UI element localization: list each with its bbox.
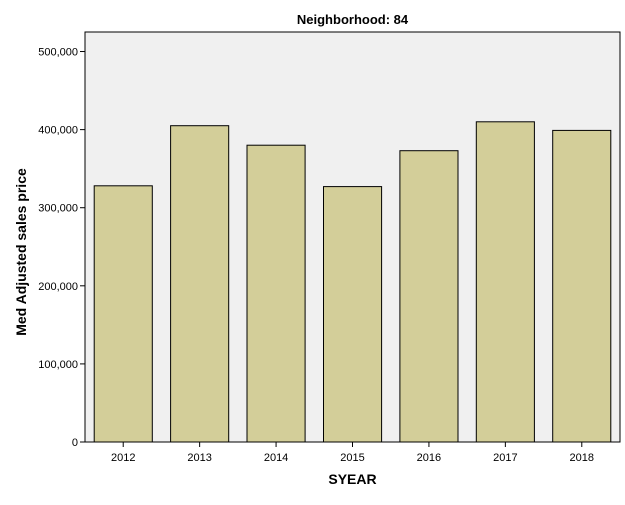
- chart-title: Neighborhood: 84: [297, 12, 409, 27]
- x-axis: 2012 2013 2014 2015 2016 2017 2018: [111, 442, 594, 464]
- y-tick-label: 100,000: [38, 359, 78, 371]
- y-tick-label: 300,000: [38, 203, 78, 215]
- y-axis: 0 100,000 200,000 300,000 400,000 500,000: [38, 47, 85, 449]
- bar-2017: [475, 121, 535, 443]
- x-tick-label: 2013: [187, 452, 211, 464]
- y-tick-label: 500,000: [38, 47, 78, 59]
- x-axis-title: SYEAR: [328, 471, 376, 487]
- x-tick-label: 2015: [340, 452, 364, 464]
- y-tick-label: 0: [72, 437, 78, 449]
- bar-2014: [246, 144, 306, 443]
- y-tick-label: 200,000: [38, 281, 78, 293]
- y-tick-label: 400,000: [38, 125, 78, 137]
- bar-2012: [93, 185, 153, 443]
- bars-layer: [93, 121, 612, 443]
- bar-2016: [399, 150, 459, 443]
- y-axis-title: Med Adjusted sales price: [13, 168, 29, 336]
- bar-2018: [552, 129, 612, 443]
- x-tick-label: 2016: [417, 452, 441, 464]
- x-tick-label: 2014: [264, 452, 288, 464]
- bar-2013: [170, 125, 230, 443]
- x-tick-label: 2017: [493, 452, 517, 464]
- x-tick-label: 2012: [111, 452, 135, 464]
- x-tick-label: 2018: [570, 452, 594, 464]
- bar-2015: [323, 186, 383, 443]
